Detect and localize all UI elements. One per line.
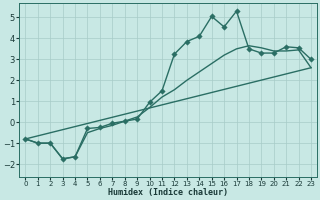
X-axis label: Humidex (Indice chaleur): Humidex (Indice chaleur) [108, 188, 228, 197]
